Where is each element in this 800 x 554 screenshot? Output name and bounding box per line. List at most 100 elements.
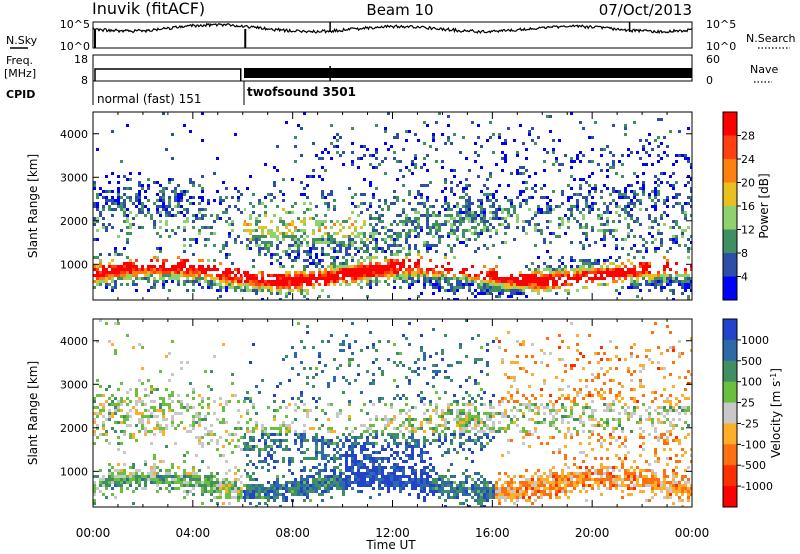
power-cell: [609, 274, 612, 277]
power-cell: [93, 223, 96, 226]
velocity-cell: [132, 436, 135, 439]
velocity-cell: [117, 436, 120, 439]
power-cell: [105, 196, 108, 199]
power-cell: [159, 211, 162, 214]
power-cell: [282, 286, 285, 289]
velocity-cell: [120, 469, 123, 472]
power-cell: [372, 193, 375, 196]
velocity-cell: [414, 445, 417, 448]
power-cell: [147, 265, 150, 268]
power-cell: [123, 202, 126, 205]
velocity-cell: [192, 466, 195, 469]
power-cell: [612, 154, 615, 157]
power-cell: [450, 250, 453, 253]
power-cell: [405, 238, 408, 241]
power-cell: [657, 154, 660, 157]
velocity-cell: [180, 361, 183, 364]
power-cell: [438, 271, 441, 274]
power-cell: [333, 145, 336, 148]
power-cell: [249, 202, 252, 205]
velocity-cell: [192, 406, 195, 409]
power-cell: [417, 193, 420, 196]
velocity-cell: [288, 430, 291, 433]
velocity-cell: [162, 433, 165, 436]
velocity-cell: [375, 430, 378, 433]
power-cell: [471, 226, 474, 229]
power-cell: [627, 184, 630, 187]
power-cell: [336, 139, 339, 142]
power-cell: [546, 208, 549, 211]
velocity-cell: [321, 490, 324, 493]
velocity-cell: [108, 472, 111, 475]
power-cell: [132, 262, 135, 265]
velocity-cell: [153, 388, 156, 391]
power-cell: [603, 259, 606, 262]
power-cell: [279, 220, 282, 223]
power-cell: [435, 160, 438, 163]
power-cell: [624, 124, 627, 127]
power-cell: [102, 271, 105, 274]
power-cell: [354, 265, 357, 268]
power-cell: [345, 265, 348, 268]
velocity-cell: [144, 409, 147, 412]
power-cell: [318, 220, 321, 223]
velocity-cell: [264, 427, 267, 430]
power-cell: [96, 229, 99, 232]
velocity-cell: [312, 481, 315, 484]
velocity-cell: [297, 448, 300, 451]
velocity-cell: [270, 433, 273, 436]
power-cell: [666, 205, 669, 208]
power-cell: [93, 181, 96, 184]
power-cell: [261, 229, 264, 232]
velocity-cell: [402, 409, 405, 412]
velocity-cell: [234, 487, 237, 490]
power-cell: [303, 295, 306, 298]
power-cell: [561, 193, 564, 196]
power-cell: [582, 178, 585, 181]
velocity-cell: [390, 421, 393, 424]
velocity-cell: [120, 409, 123, 412]
velocity-cell: [369, 424, 372, 427]
power-cell: [222, 280, 225, 283]
power-cell: [297, 124, 300, 127]
power-cell: [369, 154, 372, 157]
power-cell: [267, 289, 270, 292]
power-cell: [228, 223, 231, 226]
power-cell: [168, 271, 171, 274]
power-cell: [150, 286, 153, 289]
power-cell: [450, 277, 453, 280]
power-cell: [285, 280, 288, 283]
power-cell: [459, 241, 462, 244]
power-cell: [690, 196, 692, 199]
power-cell: [360, 274, 363, 277]
power-cell: [504, 289, 507, 292]
power-cell: [399, 232, 402, 235]
power-cell: [318, 262, 321, 265]
velocity-cell: [411, 478, 414, 481]
power-cell: [549, 232, 552, 235]
power-cell: [93, 256, 96, 259]
power-cell: [654, 247, 657, 250]
power-cell: [186, 277, 189, 280]
power-cell: [138, 172, 141, 175]
velocity-cell: [384, 418, 387, 421]
power-cell: [666, 154, 669, 157]
power-cell: [273, 280, 276, 283]
power-cell: [261, 241, 264, 244]
power-cell: [195, 277, 198, 280]
power-cell: [285, 277, 288, 280]
velocity-cell: [111, 478, 114, 481]
power-cell: [327, 208, 330, 211]
power-cell: [561, 262, 564, 265]
velocity-cell: [198, 418, 201, 421]
power-cell: [522, 286, 525, 289]
power-cell: [471, 217, 474, 220]
power-cell: [126, 283, 129, 286]
power-cell: [282, 223, 285, 226]
power-cell: [162, 193, 165, 196]
velocity-cell: [192, 475, 195, 478]
velocity-cell: [435, 424, 438, 427]
power-cell: [297, 247, 300, 250]
power-cell: [513, 286, 516, 289]
power-cell: [555, 268, 558, 271]
